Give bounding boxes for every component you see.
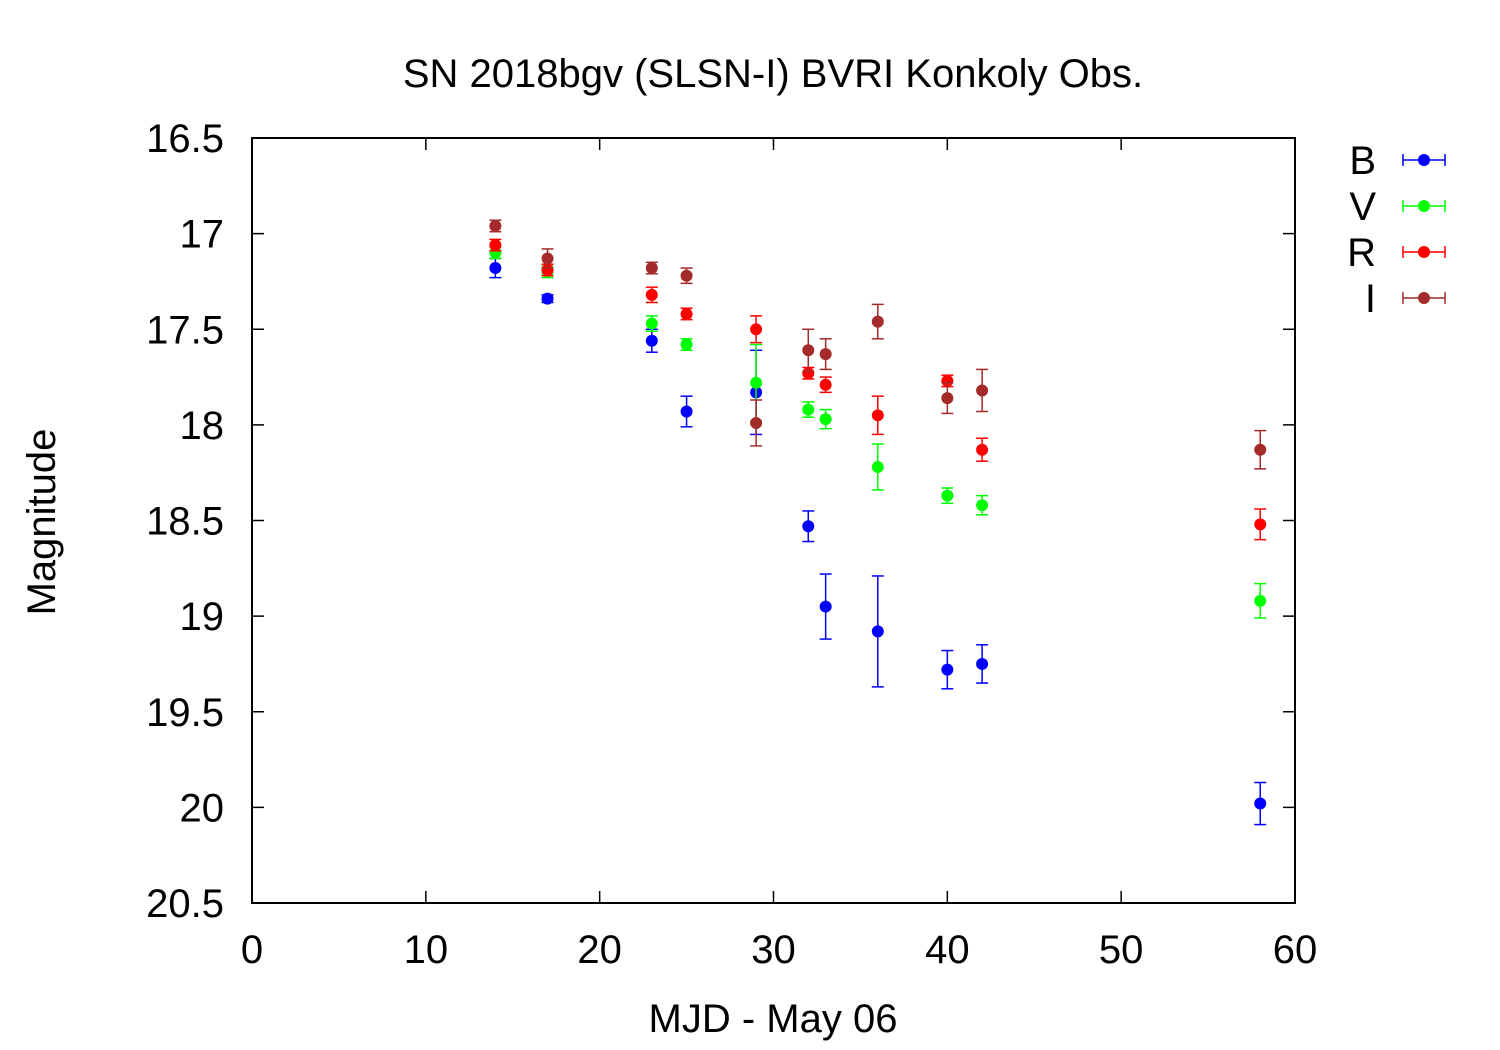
series-B	[489, 257, 1267, 826]
x-tick-label: 50	[1099, 928, 1144, 972]
data-point	[1254, 443, 1267, 456]
x-tick-label: 30	[751, 928, 796, 972]
data-point	[645, 262, 658, 275]
data-point	[750, 376, 763, 389]
legend-marker	[1418, 200, 1430, 212]
x-axis-label: MJD - May 06	[649, 997, 898, 1041]
x-tick-label: 0	[241, 928, 263, 972]
data-point	[802, 367, 815, 380]
data-point	[680, 307, 693, 320]
data-point	[871, 460, 884, 473]
data-point	[941, 374, 954, 387]
legend-label: R	[1347, 231, 1376, 275]
x-tick-label: 40	[925, 928, 970, 972]
data-point	[1254, 518, 1267, 531]
data-point	[941, 392, 954, 405]
x-tick-label: 60	[1273, 928, 1318, 972]
data-point	[680, 338, 693, 351]
data-point	[976, 443, 989, 456]
y-tick-label: 20.5	[146, 882, 224, 926]
y-tick-label: 18.5	[146, 500, 224, 544]
data-point	[541, 263, 554, 276]
data-point	[941, 489, 954, 502]
data-point	[819, 413, 832, 426]
data-point	[819, 600, 832, 613]
data-point	[645, 317, 658, 330]
legend-marker	[1418, 292, 1430, 304]
data-point	[802, 403, 815, 416]
data-point	[541, 252, 554, 265]
data-point	[489, 262, 502, 275]
data-point	[645, 288, 658, 301]
y-tick-label: 19	[180, 595, 225, 639]
y-axis: 16.5 17 17.5 18 18.5 19 19.5 20 20.5	[146, 117, 1295, 926]
y-tick-label: 17	[180, 213, 225, 257]
data-point	[941, 663, 954, 676]
x-tick-label: 20	[577, 928, 622, 972]
data-point	[680, 405, 693, 418]
y-tick-label: 17.5	[146, 308, 224, 352]
data-point	[489, 239, 502, 252]
data-point	[750, 323, 763, 336]
legend-label: I	[1365, 277, 1376, 321]
data-point	[1254, 797, 1267, 810]
data-point	[871, 315, 884, 328]
y-axis-label: Magnitude	[20, 429, 64, 616]
x-tick-label: 10	[404, 928, 449, 972]
data-point	[802, 344, 815, 357]
chart-title: SN 2018bgv (SLSN-I) BVRI Konkoly Obs.	[403, 52, 1143, 96]
data-series	[489, 219, 1267, 826]
legend: BVRI	[1347, 139, 1446, 321]
data-point	[645, 334, 658, 347]
data-point	[976, 384, 989, 397]
data-point	[819, 378, 832, 391]
data-point	[1254, 594, 1267, 607]
data-point	[871, 625, 884, 638]
data-point	[819, 348, 832, 361]
series-R	[489, 238, 1267, 541]
data-point	[802, 520, 815, 533]
series-I	[489, 219, 1267, 470]
legend-marker	[1418, 154, 1430, 166]
data-point	[680, 269, 693, 282]
plot-frame	[251, 137, 1296, 904]
y-tick-label: 16.5	[146, 117, 224, 161]
data-point	[976, 657, 989, 670]
data-point	[976, 499, 989, 512]
data-point	[541, 292, 554, 305]
data-point	[750, 416, 763, 429]
legend-label: B	[1349, 139, 1376, 183]
y-tick-label: 18	[180, 404, 225, 448]
data-point	[489, 219, 502, 232]
y-tick-label: 20	[180, 786, 225, 830]
legend-label: V	[1349, 185, 1376, 229]
x-axis: 0 10 20 30 40 50 60	[241, 138, 1317, 972]
y-tick-label: 19.5	[146, 691, 224, 735]
legend-marker	[1418, 246, 1430, 258]
data-point	[871, 409, 884, 422]
